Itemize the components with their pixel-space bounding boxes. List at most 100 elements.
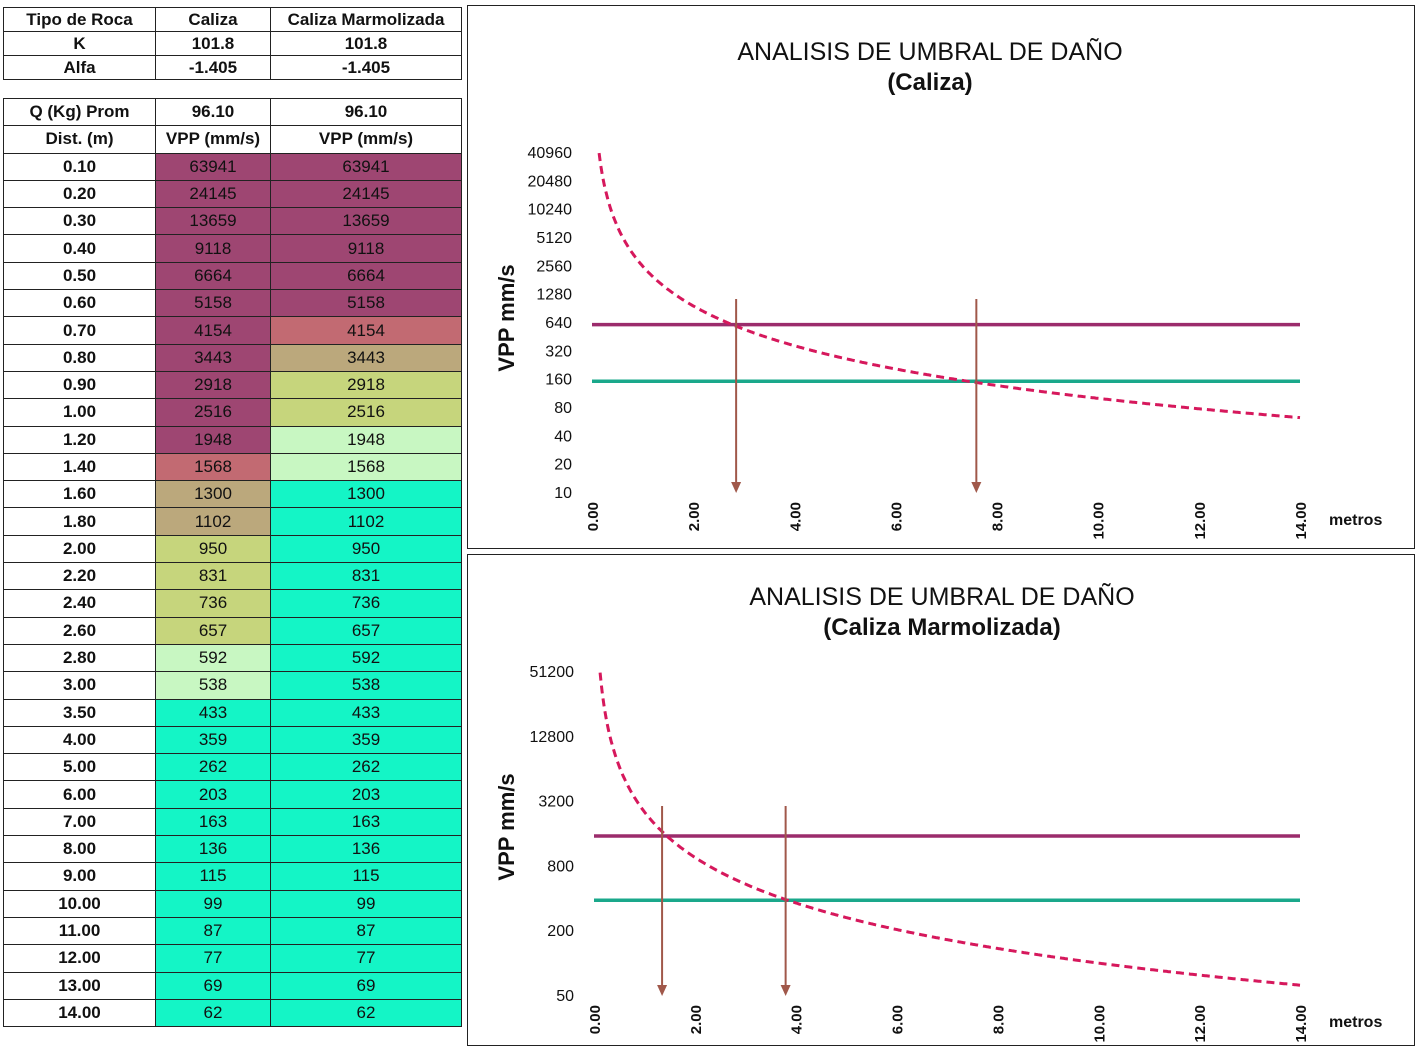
dist-cell: 10.00 bbox=[3, 889, 156, 918]
header-tipo-roca: Tipo de Roca bbox=[3, 7, 156, 32]
vpp-marmolizada-cell: 13659 bbox=[270, 207, 462, 236]
vpp-caliza-cell: 1300 bbox=[155, 480, 271, 509]
dist-cell: 2.40 bbox=[3, 589, 156, 618]
y-tick-label: 20480 bbox=[528, 173, 573, 190]
table-row: 0.60 5158 5158 bbox=[3, 289, 462, 318]
table-row: 8.00 136 136 bbox=[3, 835, 462, 864]
dist-cell: 5.00 bbox=[3, 753, 156, 782]
vpp-marmolizada-cell: 203 bbox=[270, 780, 462, 809]
dist-cell: 1.60 bbox=[3, 480, 156, 509]
vpp-marmolizada-cell: 115 bbox=[270, 862, 462, 891]
x-tick-label: 12.00 bbox=[1192, 1005, 1209, 1043]
vpp-caliza-cell: 4154 bbox=[155, 316, 271, 345]
dist-cell: 12.00 bbox=[3, 944, 156, 973]
table-row: 5.00 262 262 bbox=[3, 753, 462, 782]
vpp-marmolizada-cell: 24145 bbox=[270, 179, 462, 209]
table-row: 9.00 115 115 bbox=[3, 862, 462, 891]
table-row: 1.80 1102 1102 bbox=[3, 507, 462, 536]
chart-title: ANALISIS DE UMBRAL DE DAÑO bbox=[737, 37, 1122, 66]
y-tick-label: 50 bbox=[556, 988, 574, 1005]
dist-cell: 6.00 bbox=[3, 780, 156, 809]
vpp-marmolizada-cell: 262 bbox=[270, 753, 462, 782]
vpp-curve bbox=[598, 672, 1301, 987]
dist-cell: 1.00 bbox=[3, 398, 156, 427]
table-row: 0.90 2918 2918 bbox=[3, 370, 462, 400]
y-tick-label: 3200 bbox=[538, 794, 574, 811]
table-row: 0.10 63941 63941 bbox=[3, 152, 462, 181]
vpp-caliza-cell: 1102 bbox=[155, 507, 271, 536]
y-tick-label: 12800 bbox=[530, 729, 575, 746]
y-axis-label: VPP mm/s bbox=[494, 773, 519, 880]
y-tick-label: 640 bbox=[545, 315, 572, 332]
vpp-marmolizada-cell: 77 bbox=[270, 944, 462, 973]
dist-cell: 3.50 bbox=[3, 698, 156, 727]
table-row: 2.00 950 950 bbox=[3, 534, 462, 564]
table-row: 0.20 24145 24145 bbox=[3, 179, 462, 209]
table-row: 0.80 3443 3443 bbox=[3, 343, 462, 372]
y-tick-label: 5120 bbox=[536, 230, 572, 247]
vpp-marmolizada-cell: 950 bbox=[270, 534, 462, 564]
q-row: Q (Kg) Prom 96.10 96.10 bbox=[3, 97, 462, 127]
x-axis-label: metros bbox=[1329, 1014, 1382, 1031]
vpp-caliza-cell: 359 bbox=[155, 725, 271, 755]
dist-cell: 0.20 bbox=[3, 179, 156, 209]
dist-cell: 3.00 bbox=[3, 671, 156, 700]
vpp-marmolizada-cell: 592 bbox=[270, 643, 462, 673]
q-caliza: 96.10 bbox=[155, 97, 271, 127]
dist-header: Dist. (m) bbox=[3, 125, 156, 154]
vpp-caliza-cell: 24145 bbox=[155, 179, 271, 209]
vpp-caliza-cell: 262 bbox=[155, 753, 271, 782]
header-caliza-marmolizada: Caliza Marmolizada bbox=[270, 7, 462, 32]
vpp-caliza-cell: 87 bbox=[155, 916, 271, 946]
vpp-marmolizada-cell: 1568 bbox=[270, 452, 462, 482]
x-tick-label: 10.00 bbox=[1091, 1005, 1108, 1043]
x-axis-label: metros bbox=[1329, 512, 1382, 529]
dist-cell: 1.80 bbox=[3, 507, 156, 536]
dist-cell: 1.40 bbox=[3, 452, 156, 482]
vpp-caliza-cell: 163 bbox=[155, 807, 271, 837]
y-axis-label: VPP mm/s bbox=[494, 264, 519, 371]
vpp-marmolizada-cell: 736 bbox=[270, 589, 462, 618]
table-row: 7.00 163 163 bbox=[3, 807, 462, 837]
table-row: 11.00 87 87 bbox=[3, 916, 462, 946]
y-tick-label: 40960 bbox=[528, 145, 573, 162]
x-tick-label: 6.00 bbox=[888, 502, 905, 531]
vpp-caliza-cell: 203 bbox=[155, 780, 271, 809]
table-row: 0.40 9118 9118 bbox=[3, 234, 462, 263]
x-tick-label: 0.00 bbox=[585, 502, 602, 531]
chart-caliza: ANALISIS DE UMBRAL DE DAÑO (Caliza) VPP … bbox=[494, 37, 1382, 540]
x-tick-label: 6.00 bbox=[890, 1005, 907, 1034]
x-tick-label: 2.00 bbox=[686, 502, 703, 531]
table-row: 1.40 1568 1568 bbox=[3, 452, 462, 482]
vpp-marmolizada-cell: 2516 bbox=[270, 398, 462, 427]
chart-title: ANALISIS DE UMBRAL DE DAÑO bbox=[749, 582, 1134, 611]
y-tick-label: 51200 bbox=[530, 664, 575, 681]
vpp-caliza-cell: 2918 bbox=[155, 370, 271, 400]
vpp-marmolizada-cell: 1948 bbox=[270, 425, 462, 454]
vpp-caliza-cell: 592 bbox=[155, 643, 271, 673]
table-row: 0.70 4154 4154 bbox=[3, 316, 462, 345]
table-row: 1.60 1300 1300 bbox=[3, 480, 462, 509]
vpp-marmolizada-cell: 99 bbox=[270, 889, 462, 918]
vpp-marmolizada-cell: 63941 bbox=[270, 152, 462, 181]
vpp-caliza-cell: 62 bbox=[155, 998, 271, 1028]
vpp-caliza-cell: 9118 bbox=[155, 234, 271, 263]
table-row: 4.00 359 359 bbox=[3, 725, 462, 755]
table-row: 10.00 99 99 bbox=[3, 889, 462, 918]
chart-panel-caliza: ANALISIS DE UMBRAL DE DAÑO (Caliza) VPP … bbox=[467, 5, 1415, 549]
table-row: 2.80 592 592 bbox=[3, 643, 462, 673]
vpp-caliza-header: VPP (mm/s) bbox=[155, 125, 271, 154]
table-row: 6.00 203 203 bbox=[3, 780, 462, 809]
y-tick-label: 2560 bbox=[536, 258, 572, 275]
vpp-marmolizada-cell: 359 bbox=[270, 725, 462, 755]
dist-cell: 14.00 bbox=[3, 998, 156, 1028]
dist-cell: 0.40 bbox=[3, 234, 156, 263]
vpp-marmolizada-cell: 69 bbox=[270, 971, 462, 1000]
dist-cell: 0.10 bbox=[3, 152, 156, 181]
vpp-marmolizada-cell: 87 bbox=[270, 916, 462, 946]
y-tick-label: 160 bbox=[545, 372, 572, 389]
dist-cell: 0.50 bbox=[3, 261, 156, 291]
vpp-caliza-cell: 1568 bbox=[155, 452, 271, 482]
vpp-marmolizada-cell: 9118 bbox=[270, 234, 462, 263]
chart-caliza-marmolizada: ANALISIS DE UMBRAL DE DAÑO (Caliza Marmo… bbox=[494, 582, 1382, 1043]
